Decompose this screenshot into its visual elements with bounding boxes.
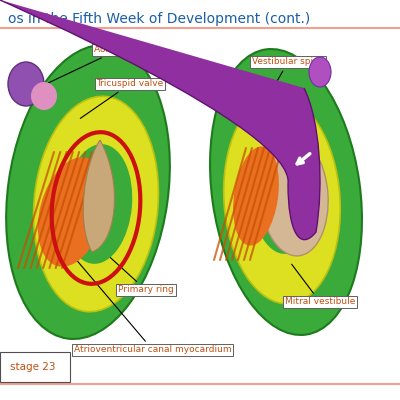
Ellipse shape bbox=[34, 96, 158, 312]
Text: Atrioventricular canal myocardium: Atrioventricular canal myocardium bbox=[48, 226, 232, 354]
PathPatch shape bbox=[0, 88, 320, 400]
Ellipse shape bbox=[64, 144, 132, 264]
Ellipse shape bbox=[31, 82, 57, 110]
Ellipse shape bbox=[8, 62, 44, 106]
Text: Mitral vestibule: Mitral vestibule bbox=[285, 264, 355, 306]
Text: os in the Fifth Week of Development (cont.): os in the Fifth Week of Development (con… bbox=[8, 12, 310, 26]
Ellipse shape bbox=[309, 57, 331, 87]
Ellipse shape bbox=[210, 49, 362, 335]
Text: stage 23: stage 23 bbox=[10, 362, 56, 372]
Ellipse shape bbox=[224, 96, 340, 304]
Text: Primary ring: Primary ring bbox=[104, 252, 174, 294]
Ellipse shape bbox=[252, 146, 312, 254]
Text: Tricuspid valve: Tricuspid valve bbox=[80, 80, 164, 118]
Ellipse shape bbox=[6, 45, 170, 339]
PathPatch shape bbox=[83, 140, 114, 252]
Ellipse shape bbox=[233, 146, 279, 246]
Text: Aortic root: Aortic root bbox=[48, 46, 142, 83]
Ellipse shape bbox=[38, 157, 106, 267]
Ellipse shape bbox=[260, 136, 328, 256]
FancyBboxPatch shape bbox=[0, 352, 70, 382]
Text: Vestibular spine: Vestibular spine bbox=[252, 58, 324, 102]
